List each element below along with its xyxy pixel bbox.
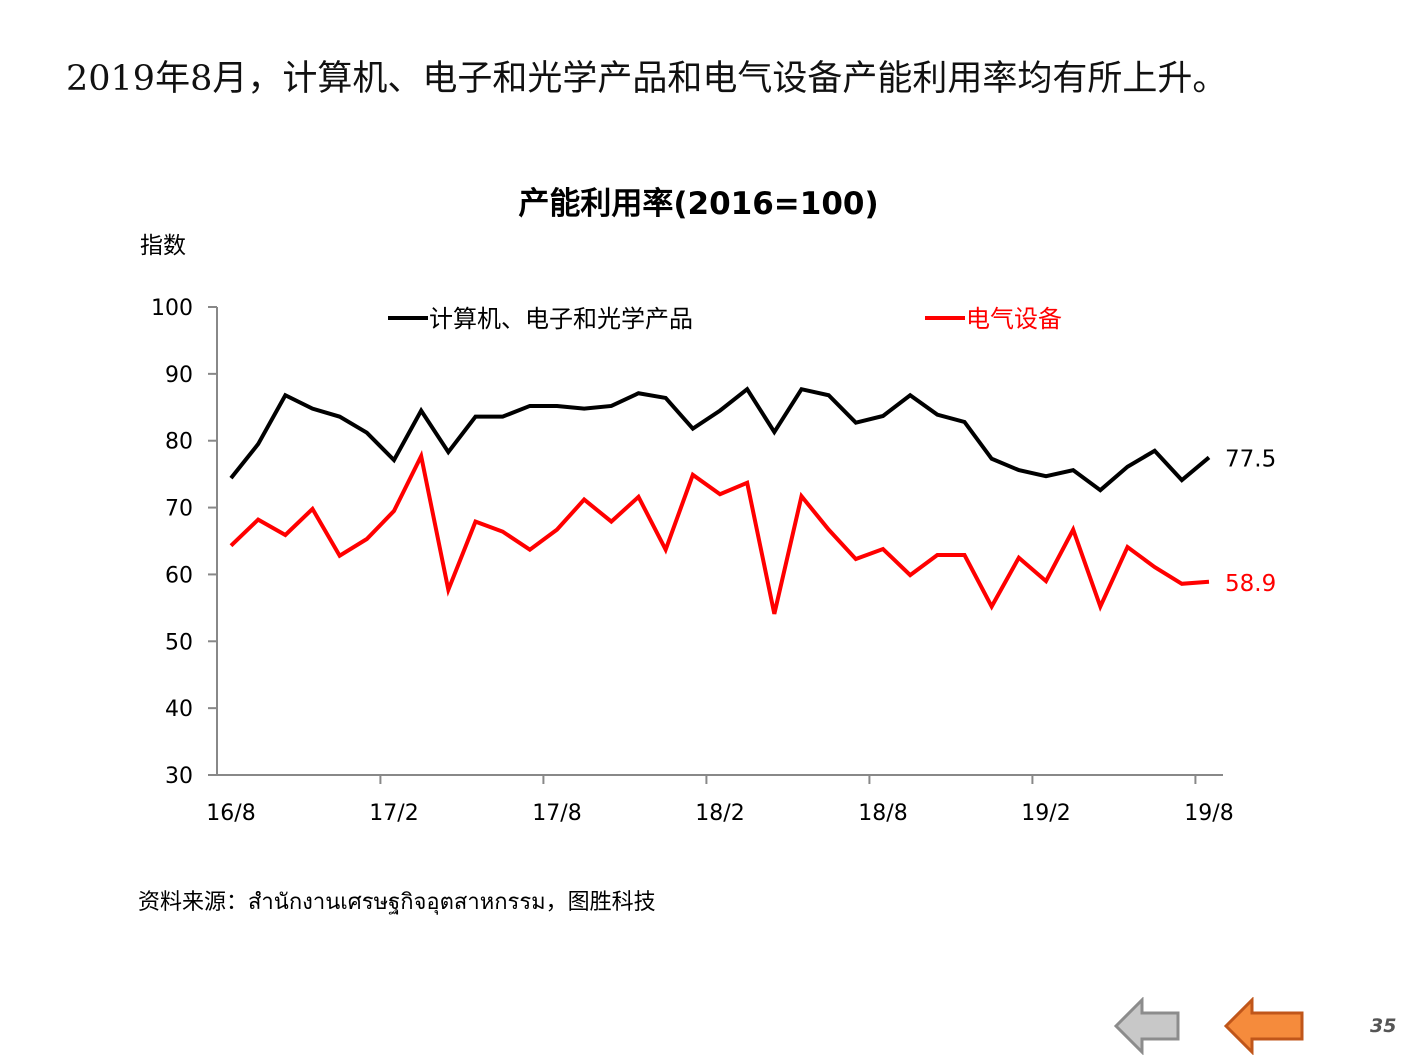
y-tick-label: 40: [165, 697, 193, 722]
x-tick-label: 19/8: [1184, 801, 1233, 826]
legend-label-1: 电气设备: [966, 305, 1062, 333]
slide-headline: 2019年8月，计算机、电子和光学产品和电气设备产能利用率均有所上升。: [66, 59, 1228, 99]
y-tick-label: 90: [165, 363, 193, 388]
x-tick-label: 17/8: [532, 801, 581, 826]
y-tick-label: 60: [165, 563, 193, 588]
source-note: 资料来源：สำนักงานเศรษฐกิจอุตสาหกรรม，图胜科技: [138, 890, 656, 915]
y-tick-label: 50: [165, 630, 193, 655]
series-line-1: [229, 449, 1210, 615]
legend-label-0: 计算机、电子和光学产品: [429, 305, 693, 333]
end-label-0: 77.5: [1225, 446, 1276, 472]
x-tick-label: 17/2: [369, 801, 418, 826]
chart-title: 产能利用率(2016=100): [0, 178, 1411, 223]
y-tick-label: 80: [165, 430, 193, 455]
gray-left-arrow-icon[interactable]: [1113, 997, 1183, 1055]
end-label-1: 58.9: [1225, 571, 1276, 597]
y-tick-label: 70: [165, 497, 193, 522]
x-tick-label: 18/2: [695, 801, 744, 826]
y-tick-label: 100: [151, 296, 193, 321]
y-axis-label: 指数: [140, 233, 186, 259]
chart-title-text: 产能利用率(2016=100): [518, 186, 879, 222]
x-tick-label: 16/8: [206, 801, 255, 826]
y-tick-label: 30: [165, 764, 193, 789]
series-line-0: [229, 386, 1211, 493]
page-number: 35: [1370, 1015, 1397, 1037]
x-tick-label: 18/8: [858, 801, 907, 826]
orange-left-arrow-icon[interactable]: [1223, 997, 1307, 1055]
x-tick-label: 19/2: [1021, 801, 1070, 826]
